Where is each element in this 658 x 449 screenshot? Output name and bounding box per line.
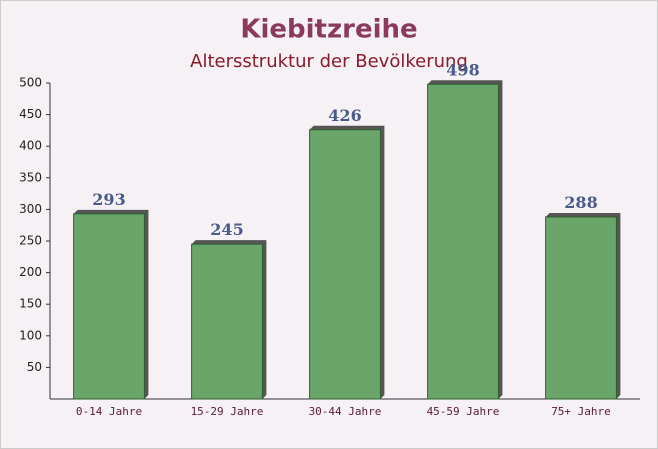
- x-tick-label: 15-29 Jahre: [191, 405, 264, 418]
- y-tick-label: 450: [19, 107, 42, 121]
- y-tick-label: 400: [19, 139, 42, 153]
- x-tick-label: 30-44 Jahre: [309, 405, 382, 418]
- x-tick-label: 0-14 Jahre: [76, 405, 142, 418]
- chart-title: Kiebitzreihe: [240, 15, 417, 45]
- value-label: 426: [328, 106, 361, 125]
- value-label: 498: [446, 60, 479, 79]
- y-tick-label: 350: [19, 170, 42, 184]
- y-tick-label: 100: [19, 328, 42, 342]
- y-tick-label: 250: [19, 234, 42, 248]
- bar: [545, 216, 617, 400]
- y-tick-label: 200: [19, 265, 42, 279]
- value-label: 293: [92, 190, 125, 209]
- value-label: 288: [564, 193, 597, 212]
- chart-subtitle: Altersstruktur der Bevölkerung: [190, 51, 468, 72]
- bar: [191, 243, 263, 400]
- y-tick-label: 50: [27, 360, 42, 374]
- y-tick-label: 150: [19, 297, 42, 311]
- bar: [309, 129, 381, 400]
- bar: [73, 213, 145, 400]
- value-label: 245: [210, 220, 243, 239]
- x-tick-label: 75+ Jahre: [551, 405, 611, 418]
- bar: [427, 83, 499, 400]
- y-tick-label: 300: [19, 202, 42, 216]
- y-tick-label: 500: [19, 76, 42, 90]
- x-tick-label: 45-59 Jahre: [427, 405, 500, 418]
